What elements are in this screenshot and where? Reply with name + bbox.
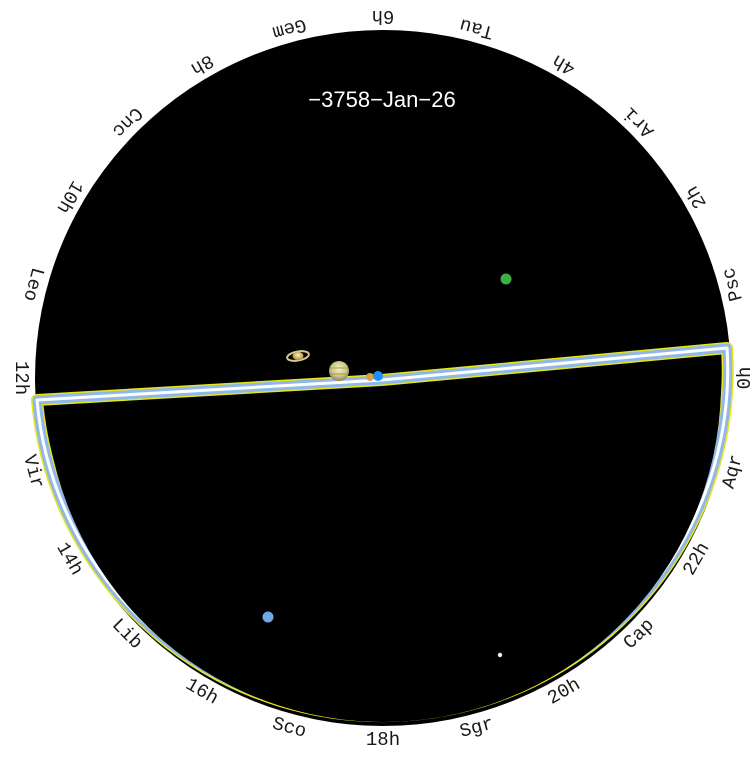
lower-sky-region (46, 358, 721, 722)
ring-label-18h: 18h (366, 729, 400, 751)
sun-icon (366, 373, 374, 381)
ring-label-leo: Leo (18, 265, 48, 304)
ring-label-12h: 12h (10, 361, 32, 395)
date-label: −3758−Jan−26 (308, 87, 455, 112)
ring-label-tau: Tau (457, 13, 496, 43)
jupiter-icon (329, 361, 349, 381)
mars-icon (501, 274, 512, 285)
ring-label-sco: Sco (270, 713, 309, 743)
ring-label-6h: 6h (372, 5, 395, 27)
venus-icon (263, 612, 274, 623)
moon-icon (498, 653, 502, 657)
ring-label-psc: Psc (718, 265, 748, 304)
ring-label-0h: 0h (734, 367, 752, 390)
ring-label-gem: Gem (270, 13, 309, 43)
ring-label-sgr: Sgr (457, 713, 496, 743)
mercury-icon (373, 371, 383, 381)
